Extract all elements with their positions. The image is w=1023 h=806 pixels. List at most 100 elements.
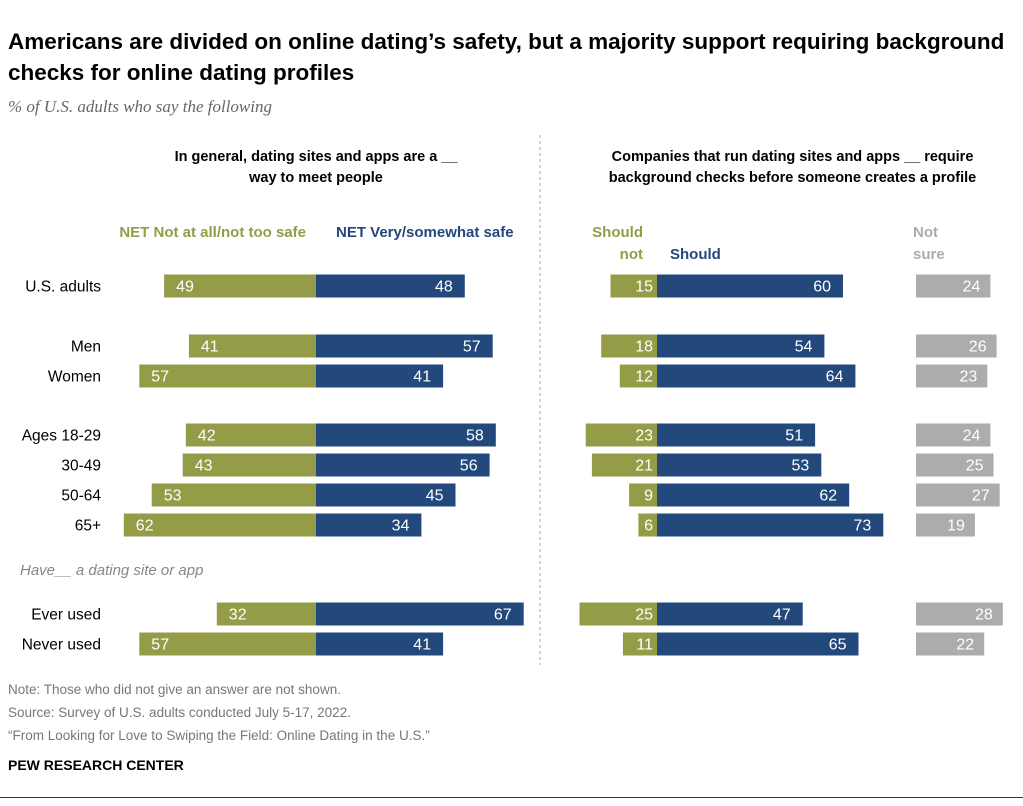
bottom-rule [0, 797, 1023, 798]
value-not-sure: 19 [947, 518, 965, 535]
value-not-sure: 22 [956, 637, 974, 654]
bar-safe [316, 483, 456, 507]
bar-not-sure [916, 334, 997, 358]
bar-not-sure [916, 602, 1003, 626]
bar-not-sure [916, 274, 991, 298]
value-not-safe: 53 [164, 488, 182, 505]
legend-should-not: Should not [592, 224, 643, 263]
row-label: 30-49 [61, 458, 101, 475]
bar-not-safe [123, 513, 316, 537]
bar-safe [316, 334, 493, 358]
value-safe: 34 [392, 518, 410, 535]
bar-not-sure [916, 423, 991, 447]
row-label: 50-64 [61, 488, 101, 505]
bar-not-safe [139, 632, 316, 656]
group-label: Have__ a dating site or app [20, 562, 204, 579]
note: Note: Those who did not give an answer a… [8, 682, 341, 697]
bar-safe [316, 602, 524, 626]
value-should-not: 25 [635, 607, 653, 624]
bar-not-sure [916, 483, 1000, 507]
bar-not-sure [916, 364, 988, 388]
bar-safe [316, 513, 422, 537]
row-label: Ages 18-29 [22, 428, 101, 445]
brand-logo: PEW RESEARCH CENTER [8, 757, 184, 773]
value-not-safe: 42 [198, 428, 216, 445]
bar-should-not [585, 423, 657, 447]
bar-should-not [610, 274, 657, 298]
value-not-sure: 28 [975, 607, 993, 624]
bar-safe [316, 453, 490, 477]
bar-should-not [591, 453, 657, 477]
legend-not-safe: NET Not at all/not too safe [119, 224, 306, 241]
value-not-safe: 62 [136, 518, 154, 535]
row-label: Women [48, 369, 101, 386]
value-should-not: 6 [644, 518, 653, 535]
chart-title: Americans are divided on online dating’s… [8, 29, 1005, 85]
row-label: Ever used [31, 607, 101, 624]
row-label: Men [71, 339, 101, 356]
value-safe: 57 [463, 339, 481, 356]
value-not-safe: 43 [195, 458, 213, 475]
bar-not-safe [185, 423, 316, 447]
value-should: 54 [795, 339, 813, 356]
bar-not-sure [916, 513, 975, 537]
bar-should-not [622, 632, 657, 656]
legend-not-sure: Not sure [913, 224, 945, 263]
value-should-not: 15 [635, 279, 653, 296]
value-should: 65 [829, 637, 847, 654]
value-not-sure: 25 [966, 458, 984, 475]
value-should: 64 [826, 369, 844, 386]
bar-safe [316, 632, 444, 656]
right-panel-title: Companies that run dating sites and apps… [608, 149, 977, 186]
bar-should [657, 483, 850, 507]
report-title: “From Looking for Love to Swiping the Fi… [8, 728, 430, 743]
value-should-not: 11 [636, 637, 653, 654]
bar-should-not [629, 483, 657, 507]
value-not-sure: 24 [963, 279, 981, 296]
value-not-sure: 24 [963, 428, 981, 445]
row-label: U.S. adults [25, 279, 101, 296]
bar-should [657, 632, 859, 656]
bar-should [657, 602, 803, 626]
bar-safe [316, 364, 444, 388]
bar-not-sure [916, 453, 994, 477]
value-should: 53 [792, 458, 810, 475]
left-panel-title: In general, dating sites and apps are a … [174, 149, 458, 186]
value-should-not: 18 [635, 339, 653, 356]
value-should: 73 [854, 518, 872, 535]
legend-safe: NET Very/somewhat safe [336, 224, 514, 241]
bar-safe [316, 274, 465, 298]
value-safe: 41 [413, 369, 431, 386]
row-label: Never used [22, 637, 101, 654]
value-should-not: 23 [635, 428, 653, 445]
bar-not-sure [916, 632, 985, 656]
chart-subtitle: % of U.S. adults who say the following [8, 97, 272, 116]
value-should: 62 [819, 488, 837, 505]
bar-should [657, 513, 884, 537]
value-safe: 67 [494, 607, 512, 624]
value-safe: 45 [426, 488, 444, 505]
bar-not-safe [216, 602, 316, 626]
value-not-sure: 27 [972, 488, 990, 505]
bar-not-safe [139, 364, 316, 388]
source: Source: Survey of U.S. adults conducted … [8, 705, 351, 720]
bar-not-safe [182, 453, 316, 477]
bar-safe [316, 423, 496, 447]
bar-should-not [579, 602, 657, 626]
value-safe: 58 [466, 428, 484, 445]
bar-not-safe [151, 483, 316, 507]
value-should: 51 [785, 428, 803, 445]
value-safe: 41 [413, 637, 431, 654]
value-should-not: 21 [635, 458, 653, 475]
bar-should [657, 334, 825, 358]
value-not-safe: 57 [151, 369, 169, 386]
bar-should-not [619, 364, 657, 388]
row-label: 65+ [75, 518, 101, 535]
value-should: 47 [773, 607, 791, 624]
bar-should-not [601, 334, 657, 358]
bar-should [657, 453, 822, 477]
value-not-safe: 49 [176, 279, 194, 296]
value-not-safe: 41 [201, 339, 219, 356]
bar-should-not [638, 513, 657, 537]
